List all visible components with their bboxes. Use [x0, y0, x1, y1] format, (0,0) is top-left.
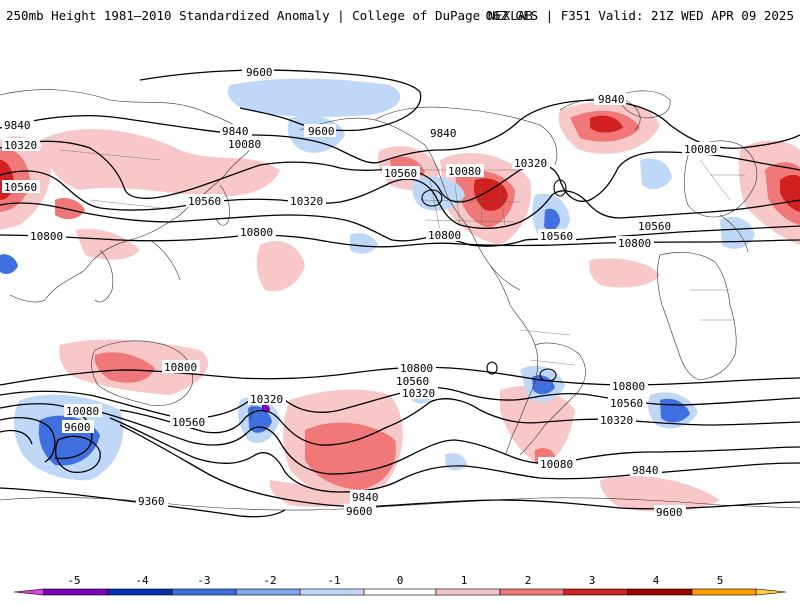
contour-label: 10560	[610, 397, 643, 410]
title-bar: 250mb Height 1981–2010 Standardized Anom…	[0, 0, 800, 36]
colorbar-tick-label: -4	[135, 574, 149, 587]
colorbar-tick-label: -2	[263, 574, 276, 587]
anomaly-map: 9600 9600 9840 9840 9840 9840 10320 1008…	[0, 65, 800, 519]
contour-label: 10320	[250, 393, 283, 406]
colorbar-tick-label: -3	[197, 574, 210, 587]
contour-label: 9600	[346, 505, 373, 518]
contour-label: 10800	[618, 237, 651, 250]
colorbar-tick-label: -1	[327, 574, 340, 587]
contour-label: 9600	[64, 421, 91, 434]
contour-label: 9840	[430, 127, 457, 140]
contour-label: 9600	[656, 506, 683, 519]
model-run-info: 06Z GFS | F351 Valid: 21Z WED APR 09 202…	[485, 8, 794, 23]
colorbar-tick-label: 3	[589, 574, 596, 587]
colorbar: -5 -4 -3 -2 -1 0 1 2 3 4 5	[0, 568, 800, 600]
contour-label: 9840	[222, 125, 249, 138]
contour-label: 10560	[384, 167, 417, 180]
contour-label: 9600	[246, 66, 273, 79]
contour-label: 9840	[4, 119, 31, 132]
contour-label: 10800	[612, 380, 645, 393]
contour-label: 9840	[598, 93, 625, 106]
contour-label: 9360	[138, 495, 165, 508]
contour-label: 9840	[352, 491, 379, 504]
contour-label: 10320	[290, 195, 323, 208]
contour-label: 10800	[428, 229, 461, 242]
contour-label: 10320	[402, 387, 435, 400]
contour-label: 10080	[684, 143, 717, 156]
contour-label: 10080	[66, 405, 99, 418]
contour-label: 10560	[638, 220, 671, 233]
contour-label: 10800	[164, 361, 197, 374]
contour-label: 10800	[240, 226, 273, 239]
contour-label: 10080	[228, 138, 261, 151]
contour-label: 10320	[4, 139, 37, 152]
positive-anomaly-shading	[0, 101, 800, 512]
map-panel: 9600 9600 9840 9840 9840 9840 10320 1008…	[0, 41, 800, 530]
colorbar-swatches	[13, 588, 787, 596]
contour-label: 10800	[400, 362, 433, 375]
contour-label: 10560	[540, 230, 573, 243]
contour-label: 9840	[632, 464, 659, 477]
contour-label: 10560	[188, 195, 221, 208]
contour-label: 9600	[308, 125, 335, 138]
contour-label: 10320	[600, 414, 633, 427]
contour-labels: 9600 9600 9840 9840 9840 9840 10320 1008…	[2, 65, 720, 519]
colorbar-tick-label: -5	[67, 574, 80, 587]
colorbar-tick-label: 4	[653, 574, 660, 587]
coastlines	[0, 89, 800, 511]
colorbar-tick-label: 2	[525, 574, 532, 587]
contour-label: 10560	[396, 375, 429, 388]
map-title: 250mb Height 1981–2010 Standardized Anom…	[6, 8, 533, 23]
contour-label: 10320	[514, 157, 547, 170]
political-borders	[59, 149, 745, 366]
contour-label: 10080	[540, 458, 573, 471]
contour-label: 10080	[448, 165, 481, 178]
closed-contours	[421, 179, 567, 382]
colorbar-tick-label: 5	[717, 574, 724, 587]
contour-label: 10560	[172, 416, 205, 429]
contour-label: 10800	[30, 230, 63, 243]
colorbar-tick-label: 1	[461, 574, 468, 587]
contour-label: 10560	[4, 181, 37, 194]
colorbar-ticks: -5 -4 -3 -2 -1 0 1 2 3 4 5	[67, 574, 723, 587]
colorbar-tick-label: 0	[397, 574, 404, 587]
